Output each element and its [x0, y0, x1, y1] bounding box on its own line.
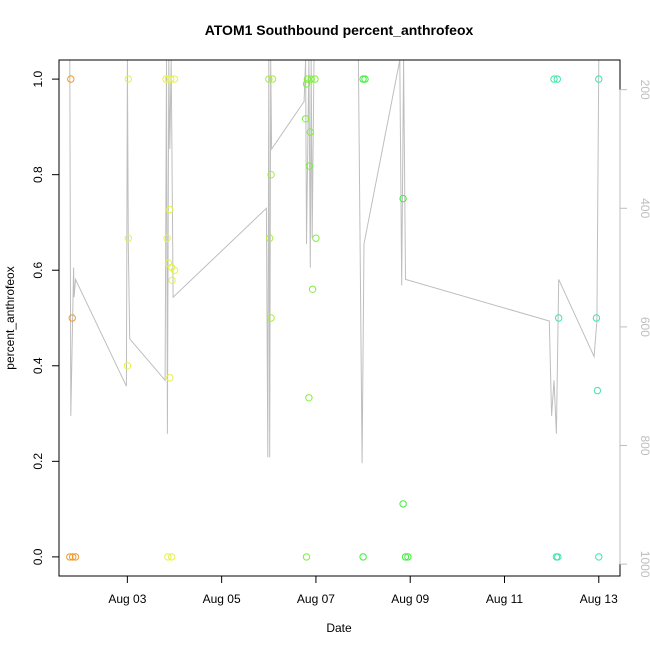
data-point: [162, 75, 170, 83]
data-point: [66, 553, 74, 561]
data-point: [167, 75, 175, 83]
x-axis-label: Date: [326, 621, 352, 635]
data-point: [69, 553, 77, 561]
data-point: [312, 234, 320, 242]
x-tick-label: Aug 03: [108, 592, 146, 606]
right-axis: 200 400 600 800 1000: [619, 80, 650, 578]
x-axis: Aug 03 Aug 05 Aug 07 Aug 09 Aug 11 Aug 13: [108, 575, 618, 606]
data-point: [305, 162, 313, 170]
data-point: [595, 75, 603, 83]
data-point: [404, 553, 412, 561]
data-point: [399, 500, 407, 508]
data-point: [123, 362, 132, 370]
data-point: [168, 276, 176, 284]
x-tick-label: Aug 09: [391, 592, 429, 606]
data-point: [166, 205, 174, 214]
data-point: [266, 234, 274, 242]
data-point: [164, 553, 172, 561]
data-point: [265, 75, 273, 83]
y-tick-label: 0.6: [31, 262, 45, 279]
x-tick-label: Aug 11: [486, 592, 523, 606]
y-tick-label: 0.8: [31, 166, 45, 183]
data-point: [554, 553, 562, 561]
data-point: [595, 553, 603, 561]
data-point: [170, 266, 179, 274]
right-tick-label: 600: [638, 317, 650, 337]
data-point: [550, 75, 558, 83]
right-tick-label: 400: [638, 198, 650, 218]
data-point: [302, 553, 311, 561]
y-tick-label: 0.2: [31, 453, 45, 470]
plot-frame: [58, 59, 621, 577]
data-point: [592, 314, 601, 322]
data-point: [124, 75, 133, 83]
data-point: [359, 75, 367, 83]
data-point: [593, 386, 602, 395]
data-point: [555, 314, 563, 322]
data-point: [68, 314, 76, 322]
y-tick-label: 0.0: [31, 548, 45, 565]
data-point: [163, 234, 171, 242]
data-point: [302, 80, 311, 88]
data-point: [401, 553, 410, 561]
point-series: [66, 75, 603, 561]
data-point: [267, 314, 275, 322]
x-tick-label: Aug 05: [203, 592, 241, 606]
y-axis: 0.0 0.2 0.4 0.6 0.8 1.0: [31, 70, 60, 565]
data-point: [168, 553, 176, 561]
data-point: [306, 128, 314, 136]
data-point: [553, 75, 561, 83]
data-point: [308, 285, 317, 293]
data-point: [361, 75, 369, 83]
data-point: [67, 75, 75, 83]
y-tick-label: 1.0: [31, 70, 45, 87]
x-tick-label: Aug 07: [297, 592, 335, 606]
right-axis-line-series: [69, 59, 600, 464]
data-point: [305, 394, 313, 402]
right-tick-label: 200: [638, 80, 650, 100]
data-point: [170, 75, 179, 83]
data-point: [359, 553, 367, 561]
data-point: [307, 75, 315, 83]
right-tick-label: 1000: [638, 551, 650, 578]
data-point: [301, 115, 310, 123]
data-point: [166, 374, 174, 382]
data-point: [267, 171, 275, 179]
data-point: [268, 75, 277, 83]
data-point: [399, 194, 407, 203]
x-tick-label: Aug 13: [580, 592, 618, 606]
data-point: [303, 75, 312, 83]
chart-title: ATOM1 Southbound percent_anthrofeox: [205, 22, 474, 38]
data-point: [124, 234, 133, 242]
series-line: [69, 59, 600, 464]
data-point: [311, 75, 319, 83]
y-axis-label: percent_anthrofeox: [3, 266, 17, 369]
right-tick-label: 800: [638, 436, 650, 456]
data-point: [71, 553, 80, 561]
y-tick-label: 0.4: [31, 357, 45, 374]
